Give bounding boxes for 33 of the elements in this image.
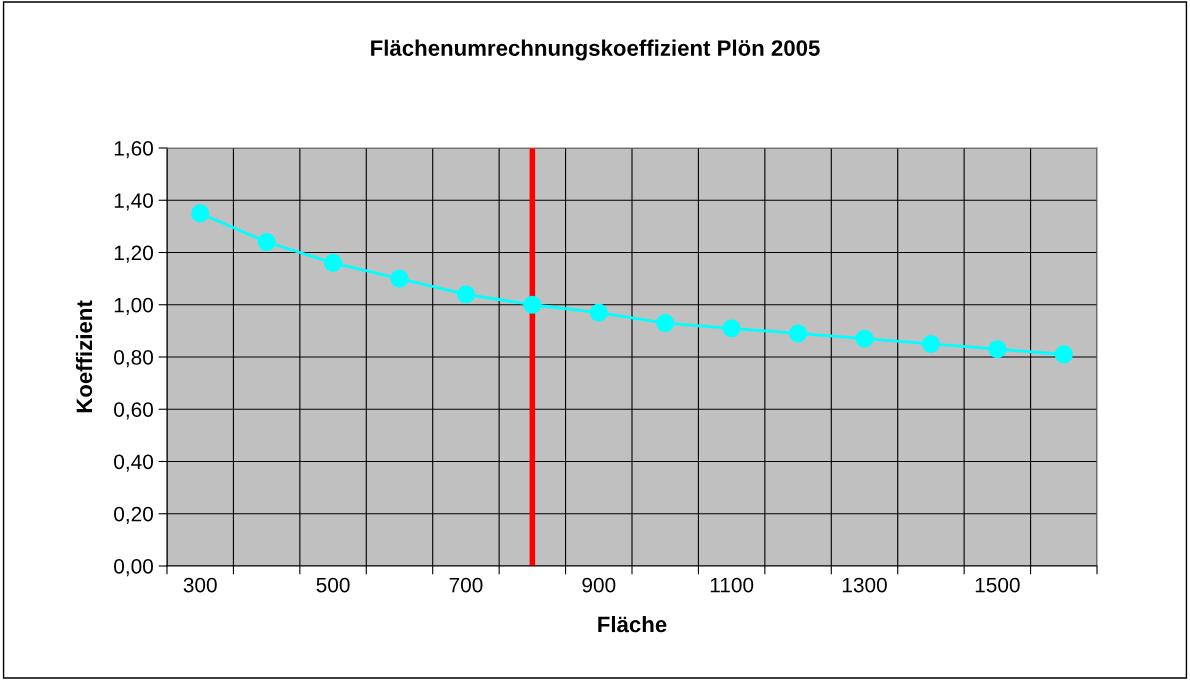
y-axis-title: Koeffizient — [75, 300, 93, 413]
x-tick-label: 1100 — [710, 577, 754, 593]
y-tick-label: 0,40 — [114, 454, 153, 472]
y-tick-label: 1,60 — [114, 141, 153, 159]
y-tick-label: 0,60 — [114, 402, 153, 420]
y-tick-label: 0,00 — [114, 559, 153, 577]
y-tick-label: 0,20 — [114, 506, 153, 524]
point — [656, 314, 675, 333]
y-tick-label: 0,80 — [114, 350, 153, 368]
y-tick-label: 1,40 — [114, 193, 153, 211]
point — [589, 303, 608, 322]
x-tick-label: 900 — [582, 577, 616, 593]
y-tick-label: 1,00 — [114, 297, 153, 315]
point — [855, 329, 874, 348]
point — [789, 324, 808, 343]
point — [1054, 345, 1073, 364]
x-tick-label: 500 — [316, 577, 350, 593]
point — [324, 253, 343, 272]
x-tick-label: 1300 — [842, 577, 887, 593]
y-tick-label: 1,20 — [114, 245, 153, 263]
chart-title: Flächenumrechnungskoeffizient Plön 2005 — [371, 39, 820, 61]
point — [456, 285, 475, 304]
point — [390, 269, 409, 288]
x-tick-label: 1500 — [975, 577, 1020, 593]
point — [921, 334, 940, 353]
point — [722, 319, 741, 338]
x-tick-label: 300 — [183, 577, 217, 593]
point — [523, 295, 542, 314]
point — [988, 340, 1007, 359]
x-axis-title: Fläche — [598, 615, 667, 633]
x-tick-label: 700 — [449, 577, 483, 593]
point — [257, 233, 276, 252]
point — [191, 204, 210, 223]
